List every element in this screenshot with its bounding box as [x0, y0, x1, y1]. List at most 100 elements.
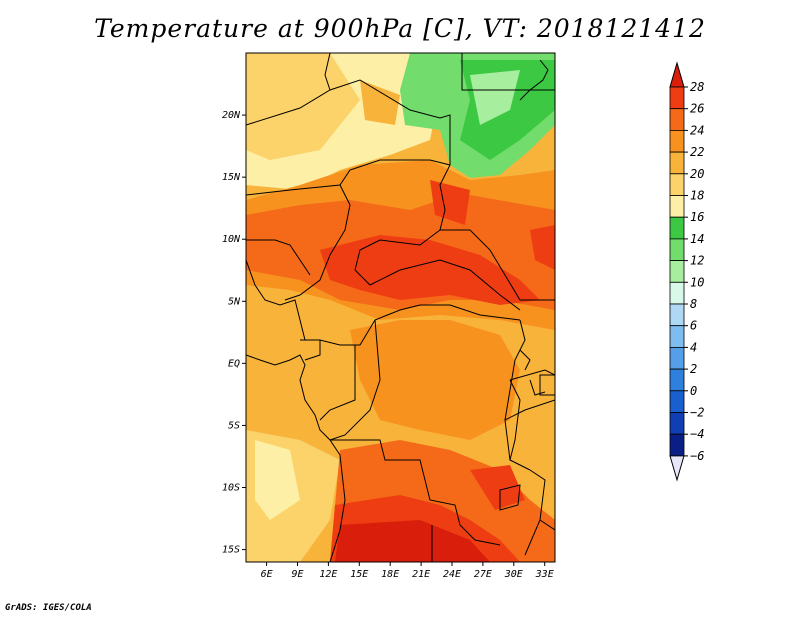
colorbar-label: 2 [690, 362, 697, 376]
colorbar-label: 24 [690, 123, 704, 137]
lat-tick-label: 10N [222, 234, 241, 245]
colorbar-swatch [669, 238, 685, 261]
lon-tick-label: 21E [412, 569, 430, 580]
lon-tick-label: 12E [319, 569, 337, 580]
border-angola-drc [330, 439, 501, 546]
coastline-west [246, 259, 306, 341]
border-sudan [440, 229, 555, 301]
colorbar-label: 0 [690, 384, 697, 398]
colorbar-top-arrow [669, 61, 685, 88]
border-niger-chad [246, 159, 451, 231]
map-frame [245, 52, 556, 563]
field-cold-light [470, 70, 520, 125]
colorbar-label: 20 [690, 167, 704, 181]
colorbar-label: 18 [690, 189, 704, 203]
colorbar-label: 14 [690, 232, 704, 246]
border-rwanda [529, 379, 546, 396]
field-hot-core [320, 235, 540, 305]
border-congo-drc [329, 319, 381, 441]
lon-tick-label: 27E [474, 569, 492, 580]
colorbar-label: 8 [690, 297, 697, 311]
footer-credit: GrADS: IGES/COLA [5, 603, 92, 613]
colorbar-swatch [669, 303, 685, 327]
lon-tick-label: 9E [291, 569, 303, 580]
colorbar-label: 12 [690, 254, 704, 268]
lon-tick-label: 15E [350, 569, 368, 580]
lat-tick-label: 10S [222, 483, 240, 494]
border-congo-gabon [319, 345, 356, 421]
colorbar-label: 16 [690, 210, 704, 224]
colorbar-swatch [669, 412, 685, 435]
border-car-sudan [369, 259, 521, 311]
border-chad-car [354, 229, 441, 286]
border-eq-guinea [304, 340, 321, 361]
colorbar-swatch [669, 86, 685, 110]
political-borders [246, 53, 555, 562]
plot-title: Temperature at 900hPa [C], VT: 201812141… [94, 14, 706, 43]
border-uganda-kenya [509, 369, 555, 381]
field-west-coast [246, 300, 350, 460]
field-warm-patch-n [360, 80, 400, 125]
colorbar-swatch [669, 173, 685, 196]
coastline-nile [519, 59, 549, 101]
lat-tick-label: 15S [222, 545, 240, 556]
lake-victoria [539, 374, 555, 396]
border-libya-egypt [461, 53, 555, 91]
border-tanzania [504, 399, 555, 421]
colorbar-label: 4 [690, 340, 697, 354]
lake-bangweulu [499, 484, 521, 511]
lake-albert [519, 349, 531, 371]
colorbar-swatch [669, 325, 685, 348]
colorbar-swatch [669, 151, 685, 175]
colorbar-swatch [669, 260, 685, 283]
colorbar-swatch [669, 433, 685, 457]
lake-tanganyika [509, 379, 521, 461]
temperature-field [246, 53, 555, 562]
colorbar-swatch [669, 195, 685, 218]
border-sahara [246, 79, 451, 165]
lat-tick-label: 5N [228, 296, 241, 307]
lon-tick-label: 6E [261, 569, 273, 580]
colorbar-swatch [669, 216, 685, 240]
lon-tick-label: 24E [443, 569, 461, 580]
colorbar-label: −4 [690, 427, 704, 441]
field-hot-spot-se [470, 465, 525, 510]
colorbar-label: 10 [690, 275, 704, 289]
colorbar-label: 22 [690, 145, 704, 159]
colorbar-label: −2 [690, 406, 704, 420]
field-sw-coolest [255, 440, 300, 520]
border-angola-west [329, 454, 346, 562]
colorbar-swatch [669, 281, 685, 305]
lat-tick-label: 15N [222, 172, 241, 183]
field-congo-basin [350, 320, 520, 440]
lat-tick-label: 20N [222, 110, 241, 121]
colorbar-bottom-arrow [669, 455, 685, 482]
border-malawi [524, 469, 546, 556]
colorbar-swatch [669, 129, 685, 153]
border-mozambique [539, 519, 555, 531]
colorbar-swatch [669, 108, 685, 131]
field-south-hottest [335, 520, 490, 562]
lat-tick-label: 5S [228, 420, 240, 431]
colorbar-label: 6 [690, 319, 697, 333]
colorbar-label: −6 [690, 449, 704, 463]
border-algeria [324, 53, 331, 91]
lat-axis: 20N 15N 10N 5N EQ 5S 10S 15S [222, 110, 246, 556]
lon-tick-label: 30E [504, 569, 523, 580]
colorbar-label: 28 [690, 80, 704, 94]
lat-tick-label: EQ [228, 358, 240, 369]
border-gabon-congo-drc [300, 304, 521, 346]
colorbar-swatch [669, 390, 685, 413]
colorbar-swatch [669, 346, 685, 370]
coastline-gulf [246, 354, 341, 456]
field-hot-spot-n [430, 180, 470, 225]
colorbar-swatch [669, 368, 685, 392]
lon-tick-label: 33E [535, 569, 554, 580]
lon-tick-label: 18E [381, 569, 399, 580]
border-nigeria-cameroon [284, 184, 351, 301]
colorbar-label: 26 [690, 102, 704, 116]
border-benin-nigeria [246, 239, 311, 276]
lon-axis: 6E 9E 12E 15E 18E 21E 24E 27E 30E 33E [261, 562, 554, 580]
